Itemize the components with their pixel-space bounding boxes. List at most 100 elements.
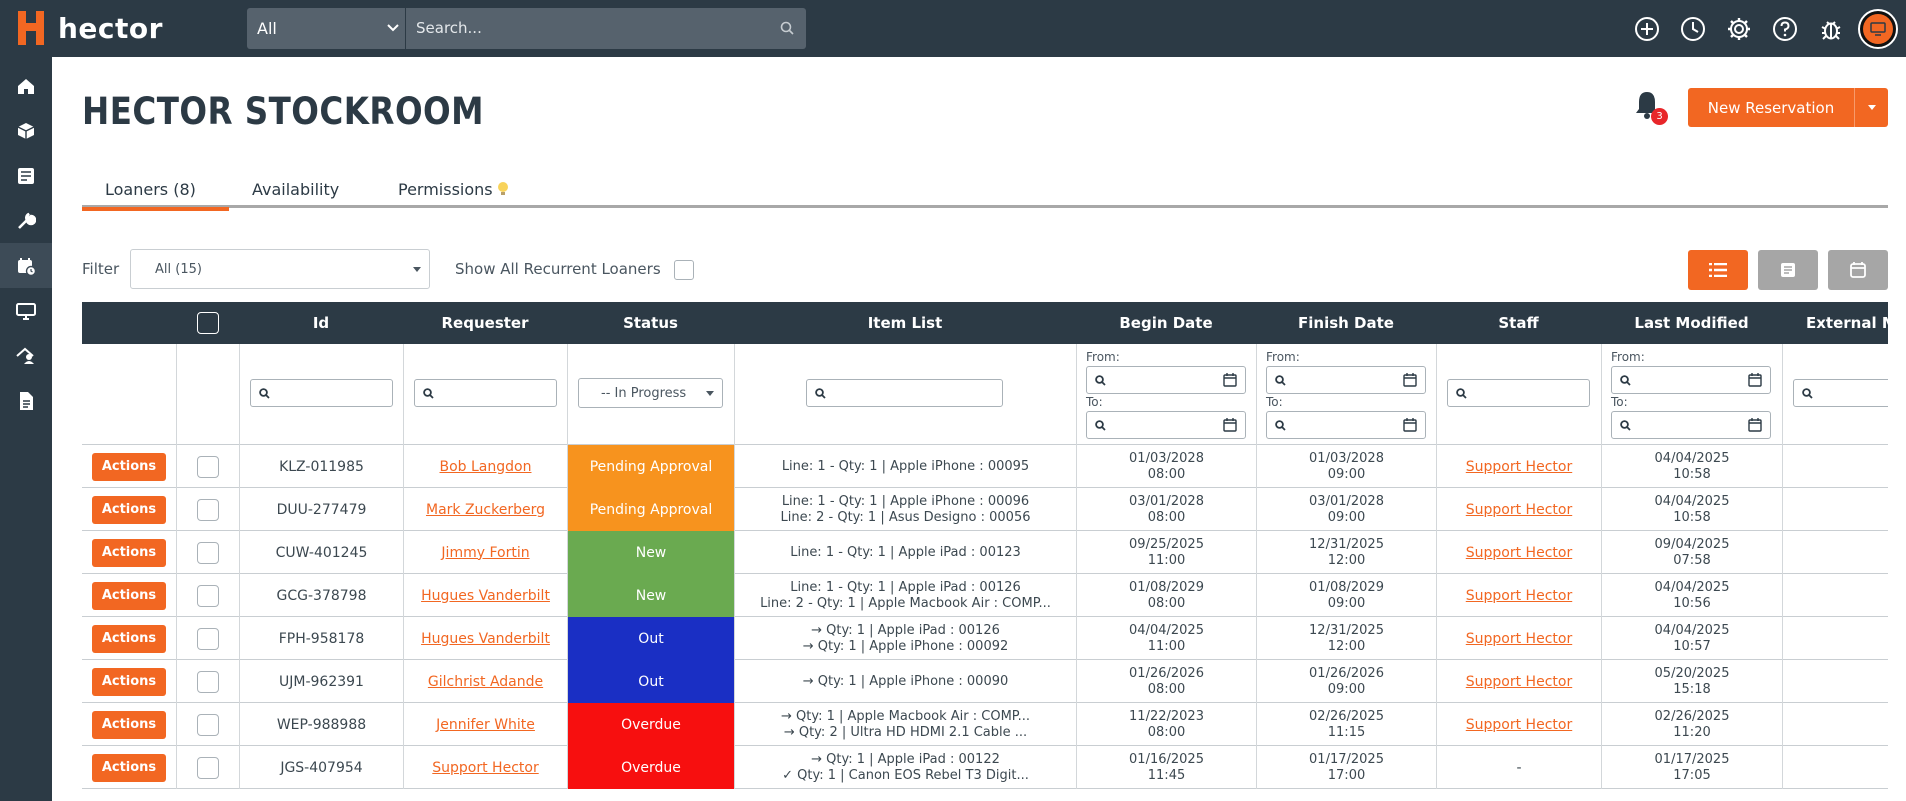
calendar-icon[interactable] [1748,418,1762,432]
notifications-button[interactable]: 3 [1632,89,1668,125]
gear-icon[interactable] [1716,6,1762,52]
sidebar-item-stockroom[interactable] [0,243,52,288]
row-checkbox[interactable] [197,713,219,736]
table-row[interactable]: Actions CUW-401245 Jimmy Fortin New Line: 1 … [82,531,1888,574]
calendar-icon[interactable] [1403,418,1417,432]
row-checkbox[interactable] [197,498,219,521]
modified-to-input[interactable] [1611,411,1771,439]
table-row[interactable]: Actions UJM-962391 Gilchrist Adande Out → Qt… [82,660,1888,703]
staff-link[interactable]: Support Hector [1465,630,1573,647]
actions-button[interactable]: Actions [92,581,166,610]
filter-select[interactable]: All (15) [130,249,430,289]
table-row[interactable]: Actions FPH-958178 Hugues Vanderbilt Out → Q… [82,617,1888,660]
requester-link[interactable]: Mark Zuckerberg [425,501,545,518]
bug-icon[interactable] [1808,6,1854,52]
table-row[interactable]: Actions GCG-378798 Hugues Vanderbilt New Lin… [82,574,1888,617]
column-header-id[interactable]: Id [312,314,330,332]
staff-link[interactable]: Support Hector [1465,458,1573,475]
row-checkbox[interactable] [197,584,219,607]
row-checkbox[interactable] [197,627,219,650]
requester-filter-input[interactable] [414,379,557,407]
requester-link[interactable]: Hugues Vanderbilt [421,630,550,647]
table-row[interactable]: Actions WEP-988988 Jennifer White Overdue → … [82,703,1888,746]
actions-button[interactable]: Actions [92,452,166,481]
report-view-button[interactable] [1758,250,1818,290]
requester-link[interactable]: Jimmy Fortin [441,544,530,561]
tab-availability[interactable]: Availability [252,170,362,208]
status-filter-select[interactable]: -- In Progress [578,378,723,408]
id-filter-input[interactable] [250,379,393,407]
new-reservation-dropdown[interactable] [1854,88,1888,127]
actions-button[interactable]: Actions [92,624,166,653]
begin-to-input[interactable] [1086,411,1246,439]
recurrent-loaners-checkbox[interactable] [674,260,694,280]
requester-link[interactable]: Support Hector [432,759,539,776]
column-header-external[interactable]: External M [1806,314,1888,332]
cell-status: Out [567,617,734,660]
sidebar-item-inventory[interactable] [0,108,52,153]
row-checkbox[interactable] [197,756,219,779]
search-scope-select[interactable]: All [247,8,405,49]
begin-from-input[interactable] [1086,366,1246,394]
staff-link[interactable]: Support Hector [1465,587,1573,604]
actions-button[interactable]: Actions [92,538,166,567]
item-list-filter-input[interactable] [806,379,1003,407]
requester-link[interactable]: Gilchrist Adande [427,673,544,690]
calendar-icon[interactable] [1403,373,1417,387]
actions-button[interactable]: Actions [92,495,166,524]
external-filter-input[interactable] [1793,379,1888,407]
history-clock-icon[interactable] [1670,6,1716,52]
calendar-icon[interactable] [1223,418,1237,432]
modified-from-input[interactable] [1611,366,1771,394]
add-icon[interactable] [1624,6,1670,52]
calendar-icon[interactable] [1748,373,1762,387]
tab-permissions[interactable]: Permissions [398,170,528,208]
staff-link[interactable]: Support Hector [1465,716,1573,733]
column-header-finish-date[interactable]: Finish Date [1298,314,1394,332]
actions-button[interactable]: Actions [92,753,166,782]
sidebar-item-reports[interactable] [0,153,52,198]
column-header-begin-date[interactable]: Begin Date [1119,314,1213,332]
begin-date: 03/01/2028 [1129,493,1204,509]
finish-to-input[interactable] [1266,411,1426,439]
actions-button[interactable]: Actions [92,710,166,739]
calendar-icon[interactable] [1223,373,1237,387]
sidebar-item-home[interactable] [0,63,52,108]
tab-loaners[interactable]: Loaners (8) [82,170,229,211]
requester-link[interactable]: Bob Langdon [439,458,532,475]
cell-modified: 02/26/2025 11:20 [1601,703,1782,746]
column-header-last-modified[interactable]: Last Modified [1634,314,1749,332]
staff-link[interactable]: Support Hector [1465,544,1573,561]
requester-link[interactable]: Jennifer White [436,716,535,733]
sidebar-item-documents[interactable] [0,378,52,423]
staff-link[interactable]: Support Hector [1465,673,1573,690]
list-view-button[interactable] [1688,250,1748,290]
column-header-requester[interactable]: Requester [441,314,529,332]
column-header-item-list[interactable]: Item List [867,314,943,332]
select-all-checkbox[interactable] [196,312,219,334]
user-avatar[interactable] [1858,8,1898,49]
sidebar-item-users[interactable] [0,333,52,378]
search-icon[interactable] [780,21,794,35]
new-reservation-button[interactable]: New Reservation [1688,88,1888,127]
column-header-staff[interactable]: Staff [1498,314,1539,332]
sidebar-item-maintenance[interactable] [0,198,52,243]
calendar-view-button[interactable] [1828,250,1888,290]
row-checkbox[interactable] [197,541,219,564]
staff-filter-input[interactable] [1447,379,1590,407]
staff-link[interactable]: Support Hector [1465,501,1573,518]
table-row[interactable]: Actions JGS-407954 Support Hector Overdue → … [82,746,1888,789]
item-line: → Qty: 1 | Apple iPhone : 00090 [802,673,1009,689]
row-checkbox[interactable] [197,455,219,478]
sidebar-item-devices[interactable] [0,288,52,333]
app-logo[interactable]: hector [14,9,163,47]
finish-from-input[interactable] [1266,366,1426,394]
help-icon[interactable] [1762,6,1808,52]
column-header-status[interactable]: Status [623,314,678,332]
actions-button[interactable]: Actions [92,667,166,696]
requester-link[interactable]: Hugues Vanderbilt [421,587,550,604]
table-row[interactable]: Actions KLZ-011985 Bob Langdon Pending Appr… [82,445,1888,488]
table-row[interactable]: Actions DUU-277479 Mark Zuckerberg Pending … [82,488,1888,531]
global-search-input[interactable]: Search... [406,8,806,49]
row-checkbox[interactable] [197,670,219,693]
